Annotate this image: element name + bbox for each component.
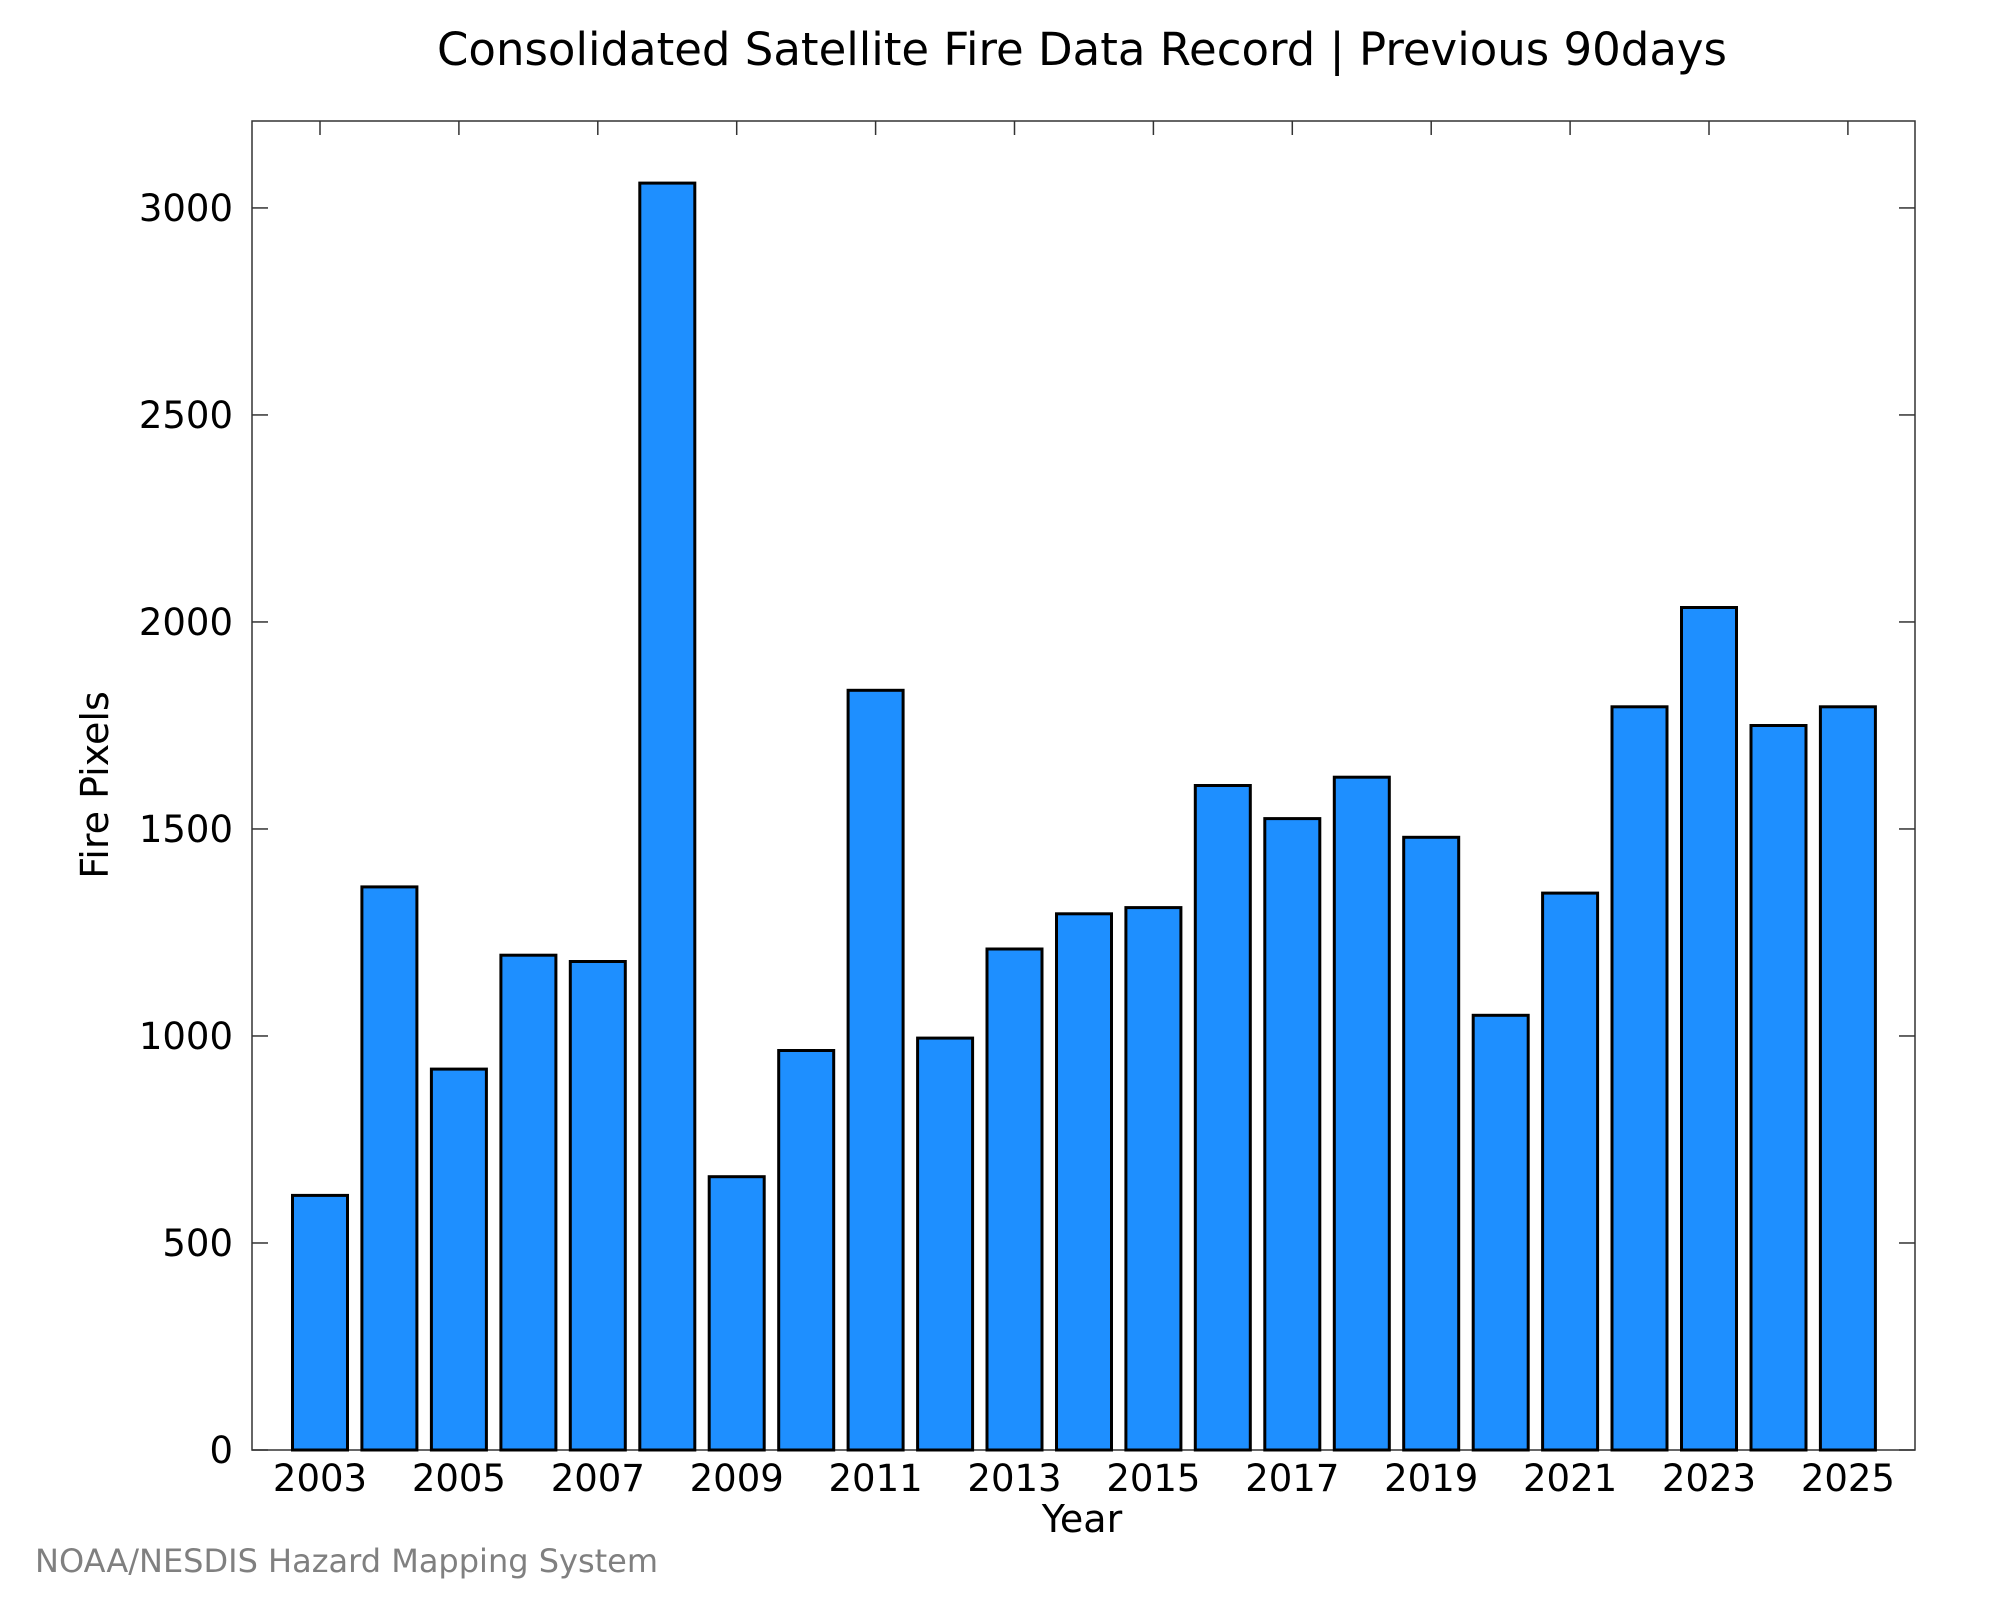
- bar-2024: [1749, 724, 1808, 1452]
- bar-2012: [916, 1036, 975, 1452]
- bar-2016: [1193, 784, 1252, 1452]
- bar-2004: [360, 885, 419, 1452]
- x-axis-tick-labels: 2003 2005 2007 2009 2011 2013 2015 2017 2019 2021…: [273, 1457, 1895, 1500]
- bar-series: [291, 181, 1877, 1452]
- bar-2010: [777, 1049, 836, 1452]
- y-tick-label-1000: 1000: [139, 1015, 233, 1058]
- bar-2006: [499, 953, 558, 1452]
- y-axis-label: Fire Pixels: [73, 691, 117, 879]
- bar-2005: [429, 1067, 488, 1452]
- x-tick-label-2025: 2025: [1801, 1457, 1895, 1500]
- bar-2019: [1402, 835, 1461, 1452]
- x-tick-label-2013: 2013: [967, 1457, 1061, 1500]
- x-tick-label-2007: 2007: [551, 1457, 645, 1500]
- source-credit: NOAA/NESDIS Hazard Mapping System: [35, 1542, 658, 1580]
- x-tick-label-2021: 2021: [1523, 1457, 1617, 1500]
- bar-2013: [985, 947, 1044, 1452]
- x-tick-label-2003: 2003: [273, 1457, 367, 1500]
- chart-title: Consolidated Satellite Fire Data Record …: [437, 23, 1727, 76]
- bar-2022: [1610, 705, 1669, 1452]
- x-tick-label-2017: 2017: [1245, 1457, 1339, 1500]
- bar-2008: [638, 181, 697, 1452]
- bar-2007: [568, 960, 627, 1452]
- y-tick-label-3000: 3000: [139, 187, 233, 230]
- y-tick-label-2000: 2000: [139, 601, 233, 644]
- y-tick-label-500: 500: [162, 1222, 233, 1265]
- x-tick-label-2023: 2023: [1662, 1457, 1756, 1500]
- y-axis-tick-labels: 0 500 1000 1500 2000 2500 3000: [139, 187, 233, 1472]
- x-tick-label-2019: 2019: [1384, 1457, 1478, 1500]
- y-tick-label-2500: 2500: [139, 394, 233, 437]
- y-tick-label-1500: 1500: [139, 808, 233, 851]
- bar-2009: [707, 1175, 766, 1452]
- x-tick-label-2015: 2015: [1106, 1457, 1200, 1500]
- bar-2025: [1818, 705, 1877, 1452]
- y-tick-label-0: 0: [209, 1429, 233, 1472]
- bar-2020: [1471, 1013, 1530, 1452]
- x-tick-label-2005: 2005: [412, 1457, 506, 1500]
- bar-2003: [291, 1193, 349, 1452]
- bar-2023: [1680, 606, 1738, 1452]
- bar-2014: [1055, 912, 1113, 1452]
- bar-2015: [1124, 906, 1183, 1452]
- bar-2017: [1263, 817, 1322, 1452]
- x-tick-label-2011: 2011: [829, 1457, 923, 1500]
- bar-2018: [1332, 775, 1391, 1452]
- bar-2011: [846, 688, 905, 1452]
- x-axis-label: Year: [1041, 1497, 1123, 1541]
- x-tick-label-2009: 2009: [690, 1457, 784, 1500]
- bar-2021: [1541, 891, 1600, 1452]
